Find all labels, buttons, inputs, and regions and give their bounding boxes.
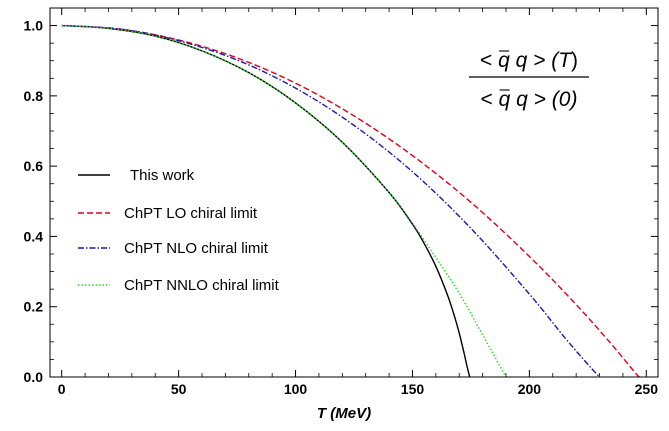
series-line-3	[61, 24, 601, 377]
plot-frame	[49, 7, 659, 378]
ratio-numerator-part: <	[480, 49, 498, 72]
legend-label-4: ChPT NNLO chiral limit	[124, 277, 280, 294]
axes: 0 50 100 150 200 250 0.0 0.2 0.4 0.6 0.8 1.0 T (MeV)	[24, 7, 659, 422]
x-tick-label: 150	[401, 381, 425, 397]
y-tick-label: 0.2	[24, 299, 44, 315]
ratio-denominator-part: q	[499, 88, 511, 111]
ratio-denominator-part: q > (0)	[510, 88, 577, 111]
legend-label-2: ChPT LO chiral limit	[124, 205, 258, 222]
x-axis-title-paren: (	[326, 405, 337, 422]
x-tick-label: 200	[518, 381, 542, 397]
ratio-numerator-part: T	[558, 49, 573, 72]
y-tick-label: 0.4	[24, 228, 44, 244]
x-tick-label: 0	[58, 381, 66, 397]
ratio-annotation: < q q > (T)< q q > (0)	[469, 49, 589, 111]
y-tick-label: 1.0	[24, 18, 44, 34]
x-axis-title-paren: )	[364, 405, 371, 422]
ratio-numerator-part: )	[571, 49, 578, 72]
legend: This work ChPT LO chiral limit ChPT NLO ch…	[78, 167, 280, 294]
ratio-numerator-part: q	[498, 49, 510, 72]
y-tick-label: 0.0	[24, 369, 44, 385]
x-axis-title-var: T	[317, 405, 328, 422]
legend-label-3: ChPT NLO chiral limit	[124, 240, 269, 257]
series-line-1	[61, 24, 471, 377]
y-tick-label: 0.6	[24, 158, 44, 174]
x-tick-label: 50	[171, 381, 187, 397]
legend-label-1: This work	[130, 167, 195, 184]
x-tick-label: 100	[284, 381, 308, 397]
y-tick-label: 0.8	[24, 88, 44, 104]
x-tick-label: 250	[635, 381, 659, 397]
plot-area	[61, 24, 640, 377]
ratio-denominator-part: <	[481, 88, 499, 111]
series-line-4	[61, 24, 507, 377]
x-axis-title: T (MeV)	[317, 405, 371, 422]
series-line-2	[61, 24, 640, 377]
ratio-numerator: < q q > (T)	[480, 49, 578, 72]
ratio-denominator: < q q > (0)	[481, 88, 578, 111]
ratio-numerator-part: q > (	[510, 49, 560, 72]
x-axis-title-unit: MeV	[335, 405, 368, 422]
